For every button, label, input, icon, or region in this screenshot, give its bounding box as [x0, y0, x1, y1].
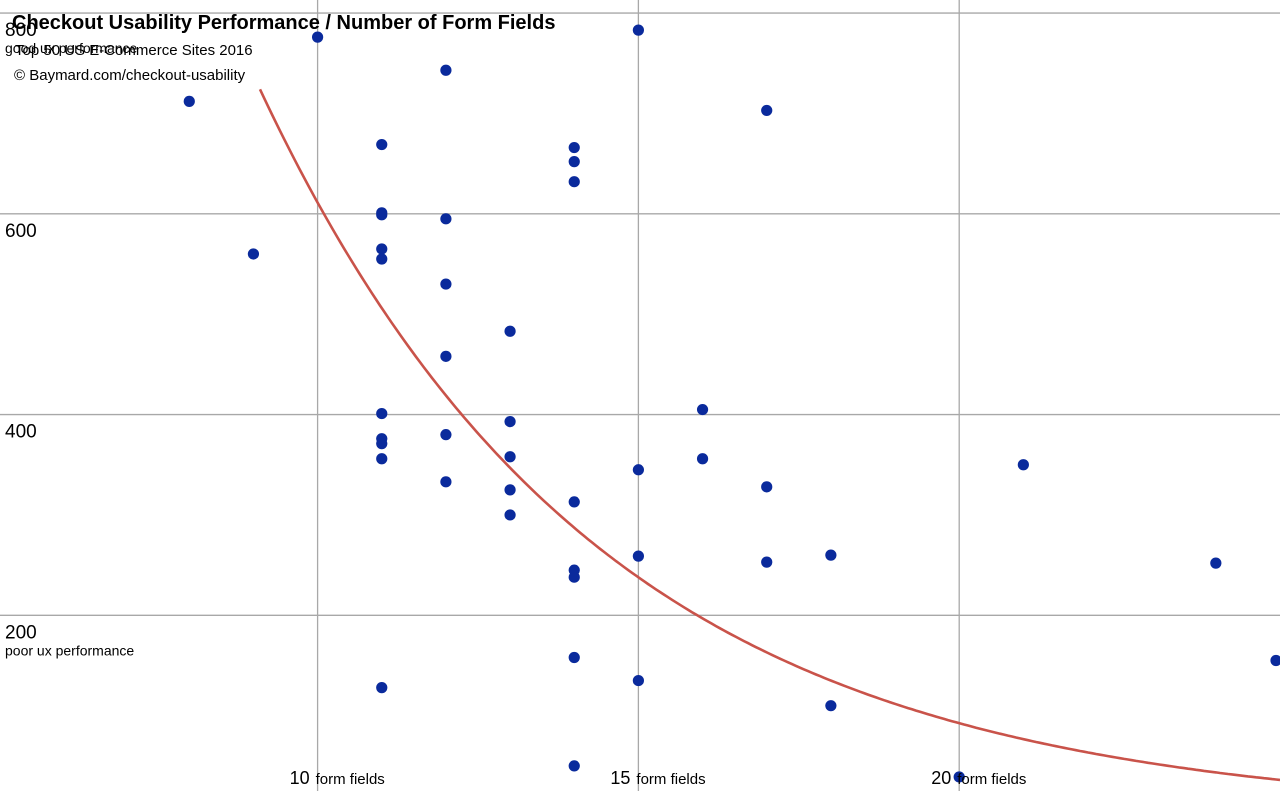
- x-tick-number: 20: [931, 768, 951, 788]
- data-point: [568, 760, 580, 772]
- data-point: [376, 243, 388, 255]
- data-point: [440, 350, 452, 362]
- y-tick-note: poor ux performance: [5, 642, 134, 658]
- data-point: [632, 24, 644, 36]
- data-point: [632, 550, 644, 562]
- data-point: [440, 476, 452, 488]
- x-tick-number: 15: [610, 768, 630, 788]
- data-point: [376, 253, 388, 265]
- x-tick-label: 20 form fields: [931, 768, 1026, 788]
- data-point: [1017, 459, 1029, 471]
- y-tick-label: 600: [5, 221, 37, 242]
- chart-credit: © Baymard.com/checkout-usability: [14, 67, 246, 84]
- data-point: [376, 438, 388, 450]
- data-point: [504, 415, 516, 428]
- data-point: [440, 429, 452, 441]
- data-point: [504, 325, 516, 337]
- y-tick-label: 800: [5, 20, 37, 41]
- x-tick-number: 10: [290, 768, 310, 788]
- data-point: [825, 549, 837, 561]
- data-point: [440, 278, 452, 290]
- data-point: [504, 451, 516, 463]
- y-tick-label: 400: [5, 422, 37, 443]
- data-point: [1210, 557, 1222, 569]
- data-point: [568, 571, 580, 583]
- data-point: [504, 509, 516, 521]
- chart-subtitle: Top 50 US E-Commerce Sites 2016: [15, 42, 253, 59]
- data-point: [953, 771, 965, 783]
- data-point: [825, 700, 837, 712]
- data-point: [568, 176, 580, 188]
- data-point: [183, 95, 195, 107]
- data-point: [440, 64, 452, 76]
- data-point: [376, 209, 388, 221]
- data-point: [376, 407, 388, 420]
- data-point: [568, 141, 580, 154]
- data-point: [761, 104, 773, 117]
- data-point: [632, 464, 644, 476]
- x-tick-unit: form fields: [957, 771, 1026, 788]
- data-point: [376, 138, 388, 151]
- chart-title: Checkout Usability Performance / Number …: [12, 12, 555, 34]
- data-point: [311, 31, 324, 43]
- trend-curve: [258, 88, 1280, 782]
- data-point: [696, 453, 709, 465]
- data-point: [376, 682, 388, 694]
- points-layer: [183, 24, 1280, 783]
- data-point: [761, 556, 773, 568]
- data-point: [376, 453, 388, 465]
- data-point: [568, 496, 580, 508]
- data-point: [568, 651, 580, 664]
- y-tick-note: good ux performance: [5, 40, 138, 56]
- x-tick-unit: form fields: [636, 771, 705, 788]
- data-point: [440, 213, 452, 225]
- data-point: [1270, 654, 1280, 667]
- x-tick-label: 15 form fields: [610, 768, 705, 788]
- data-point: [696, 403, 709, 416]
- data-point: [632, 674, 644, 687]
- trend-layer: [258, 88, 1280, 782]
- data-point: [504, 484, 516, 496]
- y-tick-label: 200: [5, 622, 37, 643]
- x-axis-labels: 10 form fields 15 form fields 20 form fields: [290, 768, 1027, 788]
- data-point: [761, 481, 773, 493]
- x-tick-unit: form fields: [316, 771, 385, 788]
- x-tick-label: 10 form fields: [290, 768, 385, 788]
- data-point: [568, 156, 580, 168]
- data-point: [247, 248, 260, 260]
